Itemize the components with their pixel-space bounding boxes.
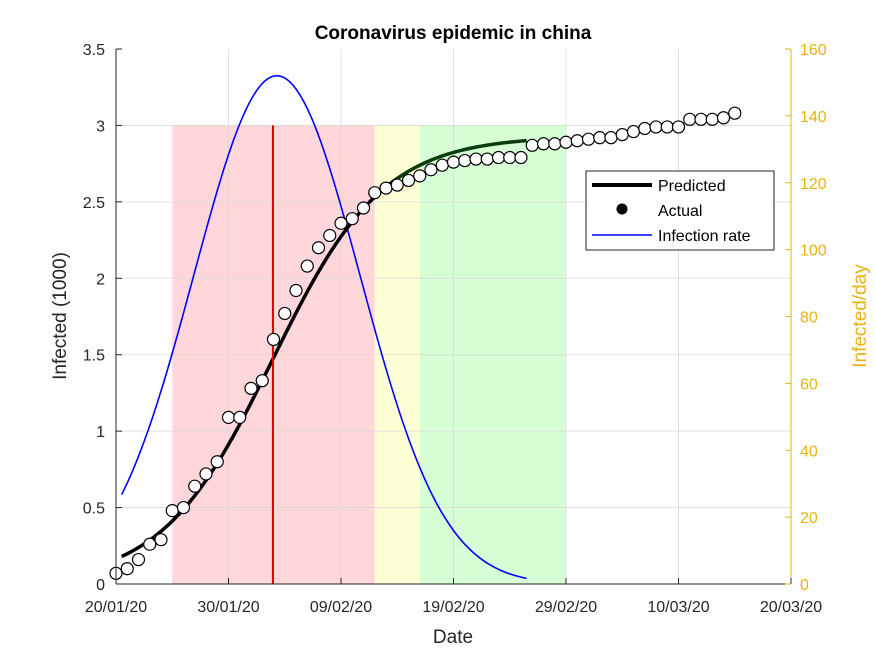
y-tick-label: 2	[96, 271, 105, 288]
actual-point	[255, 374, 269, 388]
y2-tick-label: 100	[800, 243, 827, 260]
legend-predicted-label: Predicted	[658, 178, 726, 195]
actual-point	[345, 212, 359, 226]
actual-point	[379, 181, 393, 195]
y2-axis-label: Infected/day	[850, 264, 871, 368]
y2-tick-label: 0	[800, 577, 809, 594]
actual-point	[649, 120, 663, 134]
actual-point	[458, 153, 472, 168]
actual-point	[221, 410, 236, 424]
actual-point	[401, 173, 416, 188]
legend-actual-swatch	[616, 203, 628, 215]
axes	[115, 48, 792, 585]
predicted-line-late	[396, 138, 527, 180]
actual-point	[435, 158, 449, 172]
actual-point	[165, 504, 179, 518]
actual-point	[728, 106, 742, 120]
actual-point	[503, 150, 517, 165]
actual-point	[390, 178, 404, 192]
y-tick-label: 2.5	[83, 195, 105, 212]
actual-point	[446, 155, 461, 169]
y-tick-label: 0	[96, 577, 105, 594]
series	[109, 74, 742, 584]
actual-point	[660, 120, 674, 134]
x-tick-label: 29/02/20	[535, 599, 597, 616]
actual-point	[593, 131, 607, 145]
actual-point	[424, 163, 438, 177]
infection-rate-line	[120, 74, 527, 580]
actual-point	[548, 137, 562, 151]
actual-point	[469, 152, 483, 166]
y-tick-label: 1.5	[83, 348, 105, 365]
tick-labels: 20/01/20 30/01/20 09/02/20 19/02/20 29/02/20…	[83, 42, 827, 616]
actual-point	[671, 120, 686, 134]
actual-point	[188, 479, 202, 493]
actual-point	[143, 537, 157, 551]
actual-point	[559, 135, 573, 149]
actual-point	[311, 241, 326, 255]
y-tick-label: 1	[96, 424, 105, 441]
y2-tick-label: 140	[800, 109, 827, 126]
actual-point	[278, 306, 292, 321]
actual-point	[638, 121, 652, 136]
y-tick-label: 3	[96, 118, 105, 135]
actual-point	[514, 150, 528, 165]
y-tick-label: 0.5	[83, 501, 105, 518]
actual-point	[266, 332, 281, 347]
actual-point	[626, 124, 641, 139]
actual-point	[289, 283, 303, 298]
x-tick-label: 19/02/20	[422, 599, 484, 616]
y2-tick-label: 160	[800, 42, 827, 59]
actual-point	[525, 138, 539, 152]
actual-point	[368, 186, 382, 200]
y-tick-label: 3.5	[83, 42, 105, 59]
y-axis-label: Infected (1000)	[50, 252, 71, 380]
actual-point	[356, 201, 371, 215]
y2-tick-label: 80	[800, 310, 818, 327]
y2-tick-label: 120	[800, 176, 827, 193]
actual-point	[716, 111, 731, 125]
actual-point	[244, 381, 258, 395]
actual-point	[334, 216, 348, 230]
chart-title: Coronavirus epidemic in china	[315, 23, 592, 44]
x-tick-label: 09/02/20	[310, 599, 372, 616]
actual-point	[694, 112, 708, 126]
actual-point	[120, 562, 134, 576]
actual-point	[210, 455, 224, 469]
actual-point	[615, 128, 629, 142]
actual-point	[300, 259, 314, 273]
actual-point	[480, 152, 494, 166]
actual-point	[570, 134, 584, 148]
actual-point	[413, 169, 427, 183]
x-tick-label: 20/03/20	[760, 599, 822, 616]
actual-point	[536, 137, 551, 151]
actual-point	[581, 132, 596, 146]
actual-point	[233, 410, 247, 424]
actual-point	[491, 150, 506, 165]
actual-point	[683, 112, 697, 126]
actual-point	[604, 131, 618, 145]
actual-point	[131, 552, 146, 567]
x-axis-label: Date	[433, 627, 473, 648]
actual-point	[323, 228, 337, 243]
legend: Predicted Actual Infection rate	[585, 170, 775, 251]
y2-tick-label: 60	[800, 376, 818, 393]
x-tick-label: 10/03/20	[647, 599, 709, 616]
y2-tick-label: 40	[800, 443, 818, 460]
actual-point	[154, 533, 168, 547]
actual-point	[176, 500, 191, 515]
legend-actual-label: Actual	[658, 203, 702, 220]
actual-point	[199, 467, 213, 481]
y2-tick-label: 20	[800, 510, 818, 527]
actual-point	[705, 112, 719, 126]
x-tick-label: 30/01/20	[197, 599, 259, 616]
x-tick-label: 20/01/20	[85, 599, 147, 616]
legend-infection-rate-label: Infection rate	[658, 228, 751, 245]
